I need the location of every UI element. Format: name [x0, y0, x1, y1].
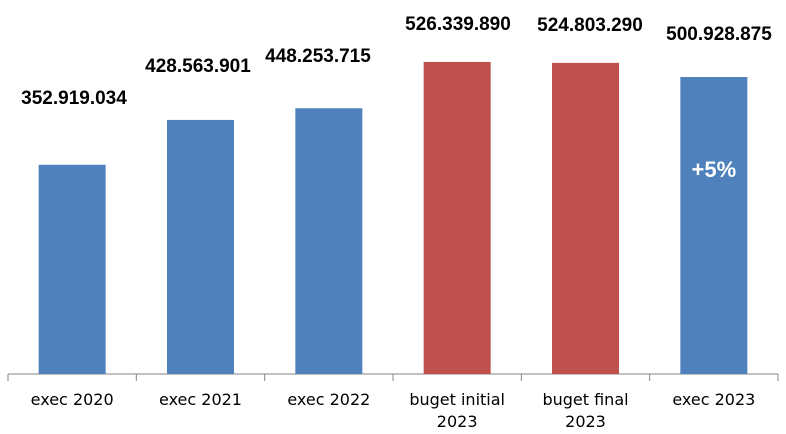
x-tick-label: exec 2022: [287, 390, 370, 409]
bar: [167, 120, 234, 374]
x-tick-label: buget initial 2023: [409, 390, 505, 431]
data-label: 352.919.034: [21, 88, 127, 109]
x-tick-label: buget final 2023: [542, 390, 628, 431]
x-tick-label: exec 2023: [672, 390, 755, 409]
bar: [680, 77, 747, 374]
bar: [552, 63, 619, 374]
annotation-label: +5%: [692, 157, 737, 182]
x-tick-label: exec 2020: [31, 390, 114, 409]
bar: [39, 165, 106, 374]
bar: [424, 62, 491, 374]
data-label: 448.253.715: [265, 46, 371, 67]
data-label: 500.928.875: [666, 24, 772, 45]
data-label: 524.803.290: [537, 15, 643, 36]
data-label: 428.563.901: [145, 56, 251, 77]
x-tick-label: exec 2021: [159, 390, 242, 409]
data-label: 526.339.890: [405, 14, 511, 35]
bar: [295, 108, 362, 374]
